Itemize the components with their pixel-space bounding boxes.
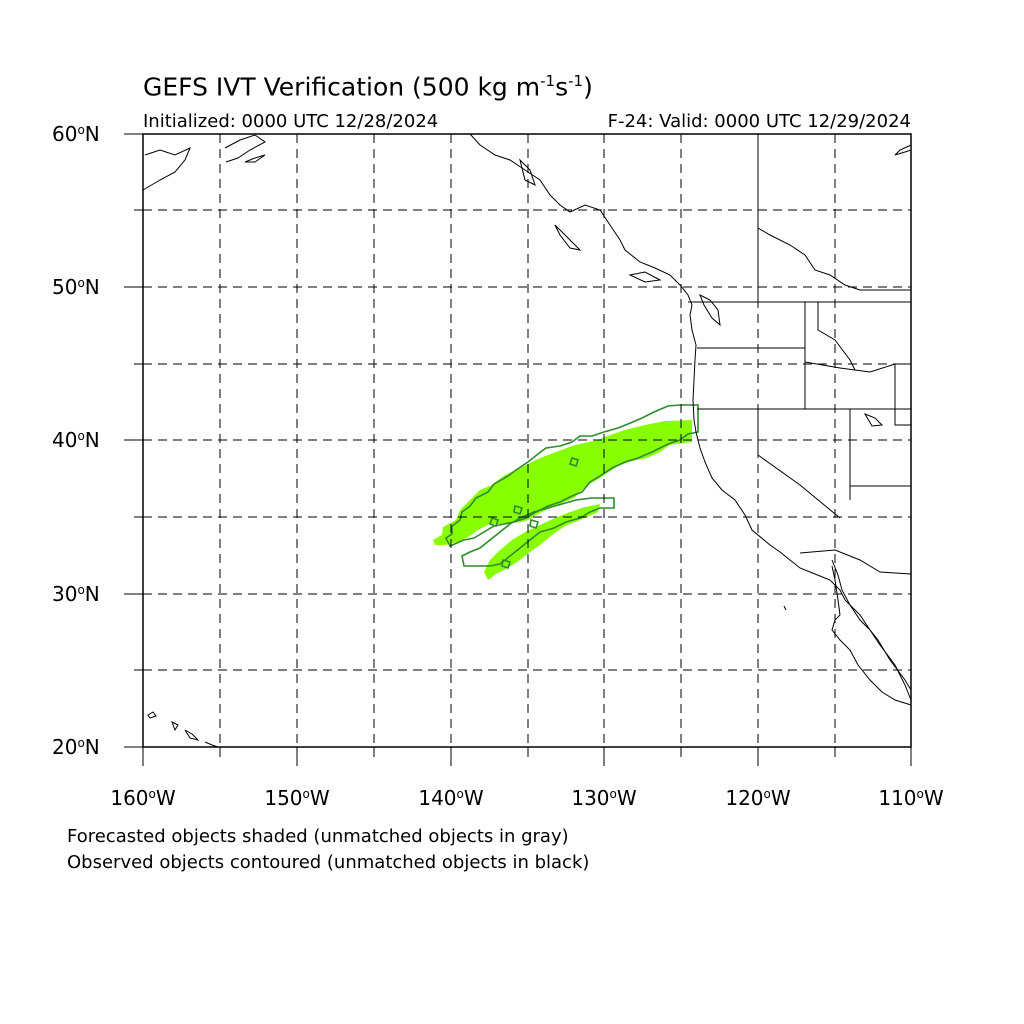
lon-label-150: 150oW <box>264 786 330 810</box>
forecast-object-shading <box>433 420 692 580</box>
valid-time: F-24: Valid: 0000 UTC 12/29/2024 <box>607 111 911 132</box>
lon-label-120: 120oW <box>725 786 791 810</box>
legend-observed-note: Observed objects contoured (unmatched ob… <box>67 852 590 873</box>
lat-label-20: 20oN <box>52 735 100 759</box>
lat-lon-grid <box>143 134 911 747</box>
lat-label-60: 60oN <box>52 122 100 146</box>
political-boundaries <box>688 134 912 575</box>
plot-title: GEFS IVT Verification (500 kg m-1s-1) <box>143 72 593 102</box>
lat-label-40: 40oN <box>52 428 100 452</box>
axis-ticks <box>124 133 912 766</box>
initialized-time: Initialized: 0000 UTC 12/28/2024 <box>143 111 439 132</box>
lat-label-30: 30oN <box>52 582 100 606</box>
lon-label-130: 130oW <box>571 786 637 810</box>
lon-label-110: 110oW <box>878 786 944 810</box>
lat-label-50: 50oN <box>52 275 100 299</box>
observed-object-contours <box>444 404 699 570</box>
coastlines <box>142 133 912 748</box>
legend-forecast-note: Forecasted objects shaded (unmatched obj… <box>67 826 569 847</box>
lon-label-140: 140oW <box>418 786 484 810</box>
lon-label-160: 160oW <box>110 786 176 810</box>
